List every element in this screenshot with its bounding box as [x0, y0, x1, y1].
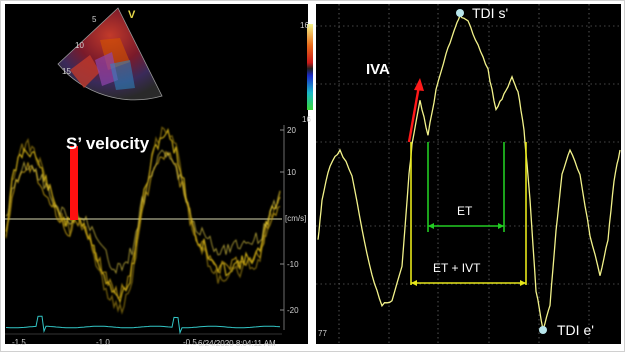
- velocity-tick-minus-10: -10: [287, 260, 299, 269]
- iva-label: IVA: [366, 61, 390, 78]
- time-tick-minus-1-5: -1.5: [12, 338, 26, 347]
- velocity-tick-20: 20: [287, 126, 296, 135]
- velocity-tick-minus-20: -20: [287, 306, 299, 315]
- timestamp: 6/24/2020 8:04:11 AM: [198, 339, 276, 348]
- ejection-time-marker: [427, 142, 505, 232]
- et-ivt-label: ET + IVT: [433, 261, 481, 275]
- time-tick-minus-1-0: -1.0: [96, 338, 110, 347]
- tdi-velocity-curve: [317, 14, 621, 333]
- velocity-axis: 20 10 [cm/s] -10 -20: [280, 125, 306, 330]
- time-tick-minus-0-5: -0.5: [183, 338, 197, 347]
- velocity-unit: [cm/s]: [285, 214, 306, 223]
- sector-probe-marker: V: [128, 9, 136, 21]
- tdi-trace-zoom-panel: ET + IVT ET IVA TDI s' TDI e' 77: [316, 4, 621, 344]
- bottom-left-value: 77: [318, 329, 327, 338]
- color-bar-bottom-value: 16: [302, 115, 311, 124]
- tdi-e-prime-point: [539, 326, 547, 334]
- panel-background: [5, 4, 308, 344]
- sector-depth-5: 5: [92, 15, 97, 24]
- color-velocity-scale: 16 16: [300, 21, 313, 124]
- et-ivt-marker: [410, 142, 527, 286]
- tdi-s-prime-point: [456, 9, 464, 17]
- tdi-s-prime-label: TDI s': [472, 5, 508, 21]
- color-bar-top-value: 16: [300, 21, 309, 30]
- velocity-tick-10: 10: [287, 168, 296, 177]
- time-axis: -1.5 -1.0 -0.5 6/24/2020 8:04:11 AM: [5, 333, 282, 348]
- tdi-spectral-panel: 5 10 15 V 16 16 20 10 [cm/s] -10 -20: [5, 4, 313, 348]
- color-doppler-sector: 5 10 15 V: [57, 7, 163, 101]
- spectral-doppler-trace: [5, 126, 281, 315]
- s-prime-velocity-label: S’ velocity: [66, 134, 150, 153]
- sector-depth-15: 15: [62, 67, 71, 76]
- ejection-time-label: ET: [457, 204, 473, 218]
- s-prime-velocity-bar: [70, 146, 78, 220]
- ecg-trace: [5, 315, 281, 335]
- grid: [316, 4, 621, 344]
- panel-background: [316, 4, 621, 344]
- tdi-e-prime-label: TDI e': [557, 322, 594, 338]
- iva-arrow: [407, 78, 424, 143]
- sector-depth-10: 10: [75, 41, 84, 50]
